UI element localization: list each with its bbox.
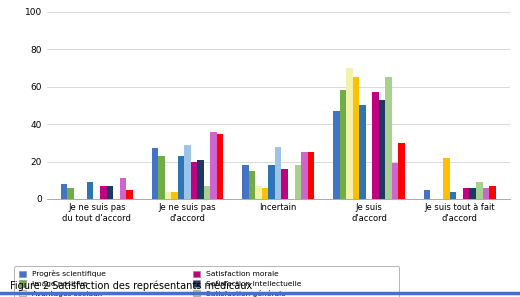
Bar [340,91,346,199]
Text: Figure 2 Satisfaction des représentants médicaux: Figure 2 Satisfaction des représentants … [10,281,253,291]
Bar [333,111,340,199]
Bar [151,148,158,199]
Bar [210,132,217,199]
Bar [385,77,392,199]
Bar [178,156,184,199]
Bar [372,92,379,199]
Bar [463,188,470,199]
Bar [107,186,113,199]
Bar [87,182,94,199]
Bar [470,188,476,199]
Bar [262,188,268,199]
Bar [353,77,359,199]
Bar [392,163,398,199]
Legend: Progrès scientifique, Image positive, Avantages sociaux, Avantages financiers, S: Progrès scientifique, Image positive, Av… [15,266,399,297]
Bar [301,152,308,199]
Bar [379,100,385,199]
Bar [249,171,255,199]
Bar [197,160,204,199]
Bar [476,182,483,199]
Bar [100,186,107,199]
Bar [158,156,165,199]
Bar [450,192,457,199]
Bar [171,192,178,199]
Bar [281,169,288,199]
Bar [120,178,126,199]
Bar [359,105,366,199]
Bar [217,134,224,199]
Bar [165,192,171,199]
Bar [294,165,301,199]
Bar [184,145,191,199]
Bar [346,68,353,199]
Bar [424,189,430,199]
Bar [275,147,281,199]
Bar [204,186,210,199]
Bar [398,143,405,199]
Bar [268,165,275,199]
Bar [67,188,74,199]
Bar [444,158,450,199]
Bar [489,186,496,199]
Bar [126,189,133,199]
Bar [191,162,197,199]
Bar [308,152,314,199]
Bar [255,186,262,199]
Bar [483,188,489,199]
Bar [242,165,249,199]
Bar [61,184,67,199]
